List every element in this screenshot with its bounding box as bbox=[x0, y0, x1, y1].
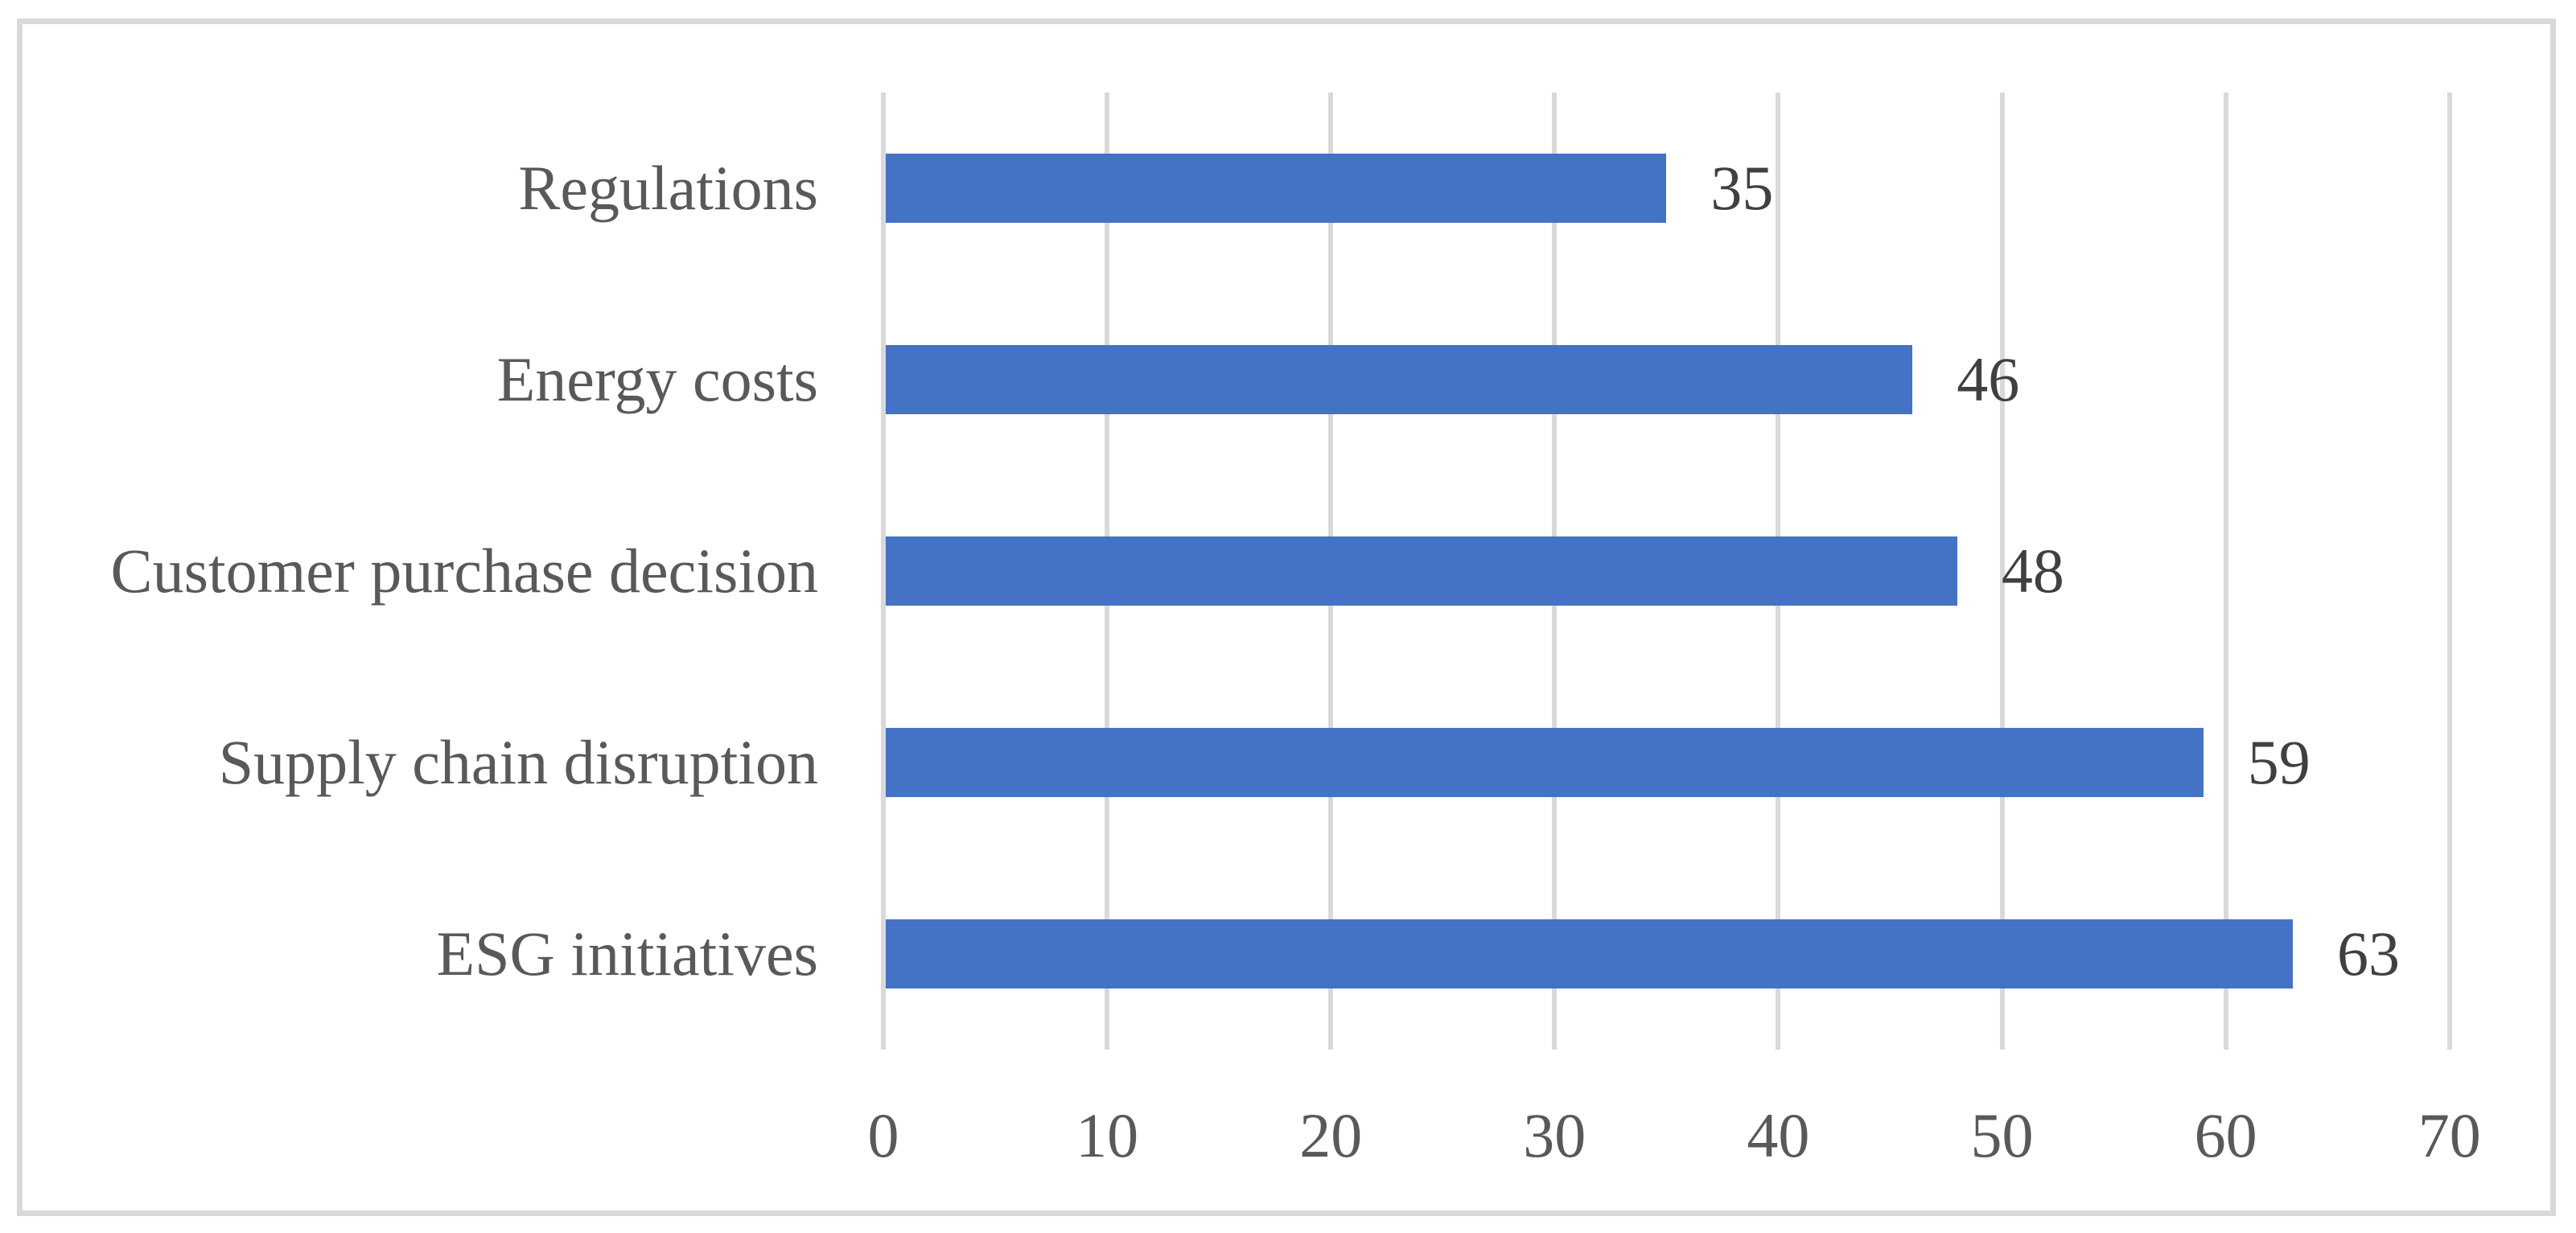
bar-2 bbox=[886, 536, 1957, 606]
data-label-3: 59 bbox=[2247, 727, 2311, 797]
category-label-1: Energy costs bbox=[496, 344, 818, 414]
category-label-2: Customer purchase decision bbox=[110, 536, 818, 606]
x-tick-label-40: 40 bbox=[1747, 1100, 1810, 1170]
x-tick-label-30: 30 bbox=[1523, 1100, 1586, 1170]
x-tick-label-20: 20 bbox=[1299, 1100, 1363, 1170]
category-label-3: Supply chain disruption bbox=[218, 727, 818, 797]
gridline-x-70 bbox=[2446, 92, 2452, 1050]
data-label-1: 46 bbox=[1957, 344, 2020, 414]
data-label-2: 48 bbox=[2001, 536, 2064, 606]
category-label-4: ESG initiatives bbox=[436, 919, 818, 988]
bar-4 bbox=[886, 919, 2294, 988]
x-tick-label-0: 0 bbox=[867, 1100, 899, 1170]
x-tick-label-60: 60 bbox=[2194, 1100, 2257, 1170]
x-tick-label-10: 10 bbox=[1076, 1100, 1139, 1170]
gridline-x-50 bbox=[1999, 92, 2005, 1050]
category-label-0: Regulations bbox=[518, 153, 818, 223]
x-tick-label-70: 70 bbox=[2418, 1100, 2481, 1170]
data-label-0: 35 bbox=[1710, 153, 1774, 223]
bar-0 bbox=[886, 154, 1667, 223]
gridline-x-0 bbox=[881, 92, 886, 1050]
bar-1 bbox=[886, 345, 1913, 414]
bar-3 bbox=[886, 728, 2204, 797]
gridline-x-60 bbox=[2223, 92, 2228, 1050]
data-label-4: 63 bbox=[2337, 919, 2401, 988]
x-tick-label-50: 50 bbox=[1970, 1100, 2034, 1170]
